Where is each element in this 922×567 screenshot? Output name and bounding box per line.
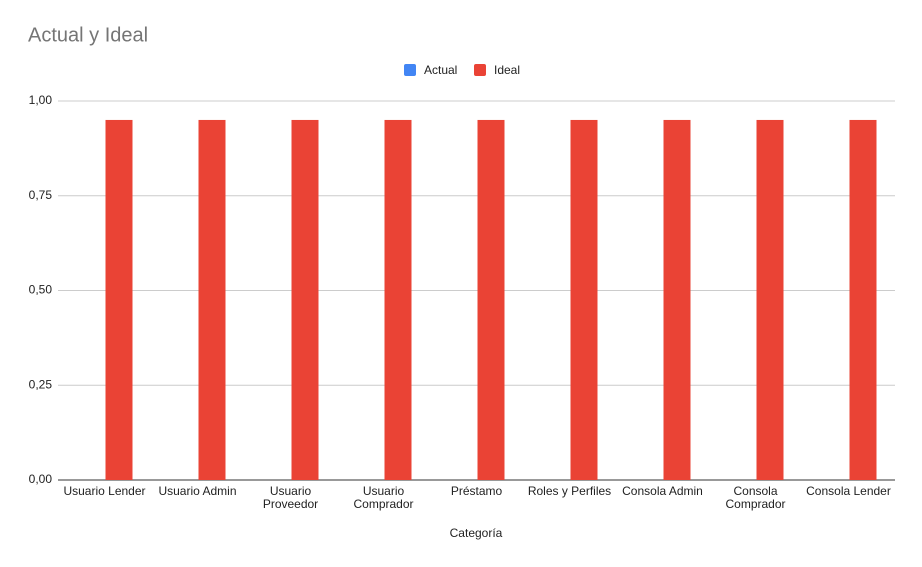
bar [384,119,412,480]
y-tick-label: 0,25 [29,377,53,391]
legend-swatch [474,64,486,76]
bar [291,119,319,480]
x-tick-label: Usuario Comprador [353,484,413,511]
y-tick-label: 0,50 [29,283,53,297]
x-tick-label: Roles y Perfiles [528,484,611,498]
x-tick-label: Consola Admin [622,484,703,498]
y-tick-label: 0,00 [29,472,53,486]
bar [663,119,691,480]
x-tick-label: Préstamo [451,484,503,498]
x-tick-label: Usuario Admin [158,484,236,498]
x-tick-label: Usuario Proveedor [263,484,318,511]
bar [570,119,598,480]
x-tick-label: Usuario Lender [63,484,145,498]
x-tick-label: Consola Comprador [725,484,785,511]
bar [198,119,226,480]
legend-swatch [404,64,416,76]
bar [105,119,133,480]
legend-label: Ideal [494,63,520,77]
legend-label: Actual [424,63,457,77]
bar [849,119,877,480]
y-tick-label: 0,75 [29,188,53,202]
bar [477,119,505,480]
bar [756,119,784,480]
x-tick-label: Consola Lender [806,484,891,498]
y-tick-label: 1,00 [29,93,53,107]
chart-title: Actual y Ideal [28,24,148,46]
x-axis-label: Categoría [450,526,503,540]
